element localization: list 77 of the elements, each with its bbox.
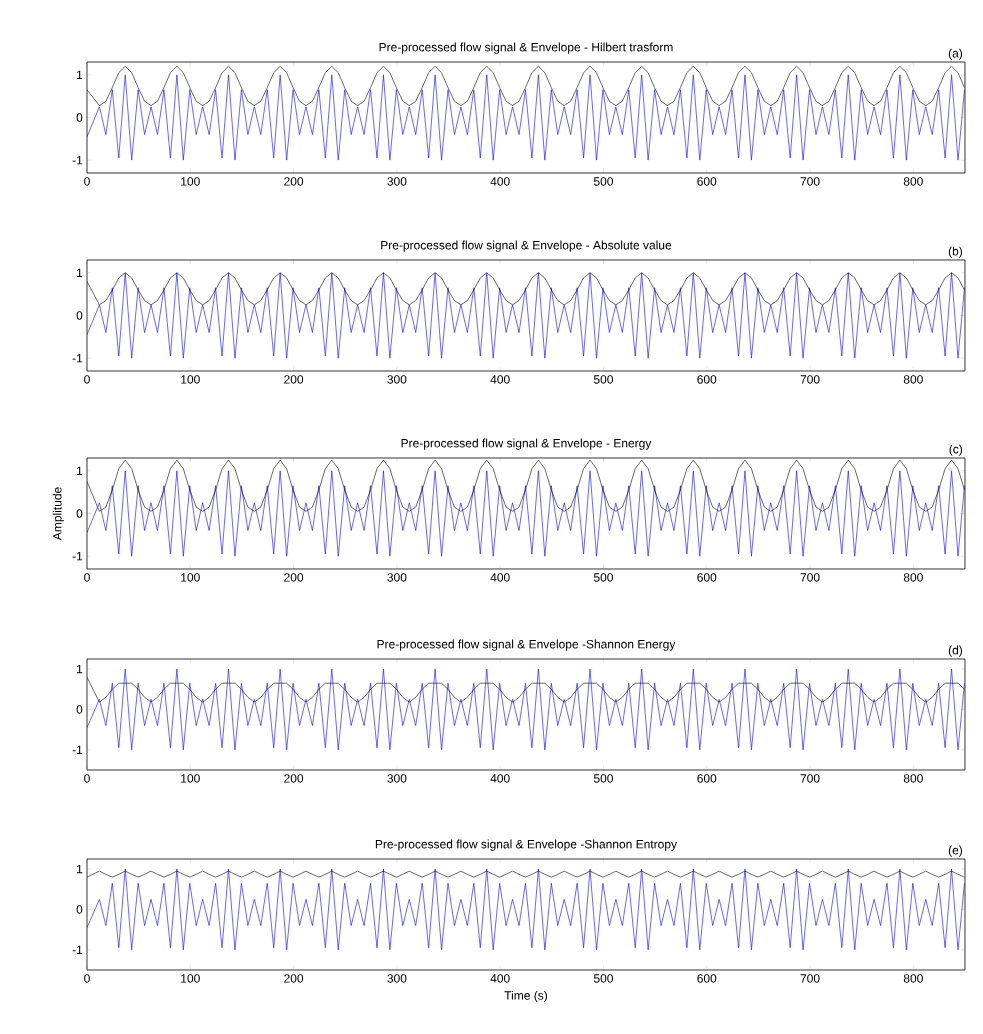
x-tick-label: 400 — [490, 974, 510, 983]
x-tick-label: 800 — [903, 573, 923, 582]
x-tick-label: 700 — [800, 375, 820, 384]
x-tick-label: 0 — [84, 774, 90, 783]
line-series — [87, 74, 965, 161]
line-series — [87, 868, 965, 951]
x-tick-label: 800 — [903, 177, 923, 186]
y-tick-label: 0 — [76, 311, 83, 320]
x-tick-label: 0 — [84, 974, 90, 983]
chart-title: Pre-processed flow signal & Envelope - Energy — [401, 438, 652, 450]
text: (e) — [948, 845, 963, 857]
y-tick-label: 1 — [77, 268, 83, 277]
line-series — [87, 470, 965, 557]
text: (d) — [948, 645, 963, 657]
x-tick-label: 300 — [387, 375, 407, 384]
x-tick-label: 700 — [800, 177, 820, 186]
chart-title: Pre-processed flow signal & Envelope -Shannon Entropy — [375, 839, 677, 851]
x-tick-label: 500 — [593, 774, 613, 783]
x-tick-label: 600 — [697, 974, 717, 983]
x-tick-label: 100 — [181, 774, 200, 783]
chart-title: Pre-processed flow signal & Envelope - Absolute value — [381, 240, 672, 252]
x-tick-label: 400 — [490, 573, 510, 582]
x-tick-label: 200 — [284, 375, 304, 384]
x-tick-label: 600 — [697, 177, 717, 186]
y-tick-label: 0 — [76, 509, 83, 518]
text: (b) — [948, 246, 963, 258]
y-tick-label: 1 — [77, 466, 83, 475]
chart-title: Pre-processed flow signal & Envelope - Hilbert trasform — [379, 42, 673, 54]
y-tick-label: 0 — [76, 705, 83, 714]
x-tick-label: 300 — [387, 774, 407, 783]
x-tick-label: 500 — [593, 974, 613, 983]
x-tick-label: 800 — [903, 774, 923, 783]
x-tick-label: 200 — [284, 974, 304, 983]
x-tick-label: 400 — [490, 375, 510, 384]
x-tick-label: 100 — [181, 573, 200, 582]
x-tick-label: 800 — [903, 375, 923, 384]
text: (a) — [948, 48, 963, 60]
text: (c) — [949, 444, 963, 456]
x-axis-title: Time (s) — [504, 990, 547, 1003]
x-tick-label: 500 — [593, 375, 613, 384]
y-tick-label: 1 — [77, 664, 83, 674]
x-tick-label: 700 — [800, 974, 820, 983]
x-tick-label: 800 — [903, 974, 923, 983]
y-tick-label: -1 — [72, 156, 83, 165]
x-tick-label: 0 — [84, 375, 90, 384]
chart-title: Pre-processed flow signal & Envelope -Shannon Energy — [377, 639, 676, 651]
y-tick-label: 1 — [77, 70, 83, 79]
x-tick-label: 500 — [593, 177, 613, 186]
x-tick-label: 200 — [284, 573, 304, 582]
x-tick-label: 700 — [800, 774, 820, 783]
y-axis-title: Amplitude — [52, 487, 64, 541]
x-tick-label: 400 — [490, 177, 510, 186]
x-tick-label: 600 — [697, 774, 717, 783]
y-tick-label: -1 — [72, 945, 83, 954]
x-tick-label: 200 — [284, 177, 304, 186]
x-tick-label: 600 — [697, 375, 717, 384]
x-tick-label: 100 — [181, 177, 200, 186]
line-series — [87, 272, 965, 359]
y-tick-label: -1 — [72, 354, 83, 363]
x-tick-label: 300 — [387, 573, 407, 582]
line-series — [87, 668, 965, 751]
x-tick-label: 300 — [387, 177, 407, 186]
y-tick-label: 1 — [77, 864, 83, 874]
x-tick-label: 100 — [181, 375, 200, 384]
y-tick-label: -1 — [72, 745, 83, 754]
y-tick-label: 0 — [76, 113, 83, 122]
x-tick-label: 600 — [697, 573, 717, 582]
x-tick-label: 0 — [84, 573, 90, 582]
x-tick-label: 0 — [84, 177, 90, 186]
x-tick-label: 400 — [490, 774, 510, 783]
x-tick-label: 300 — [387, 974, 407, 983]
y-tick-label: -1 — [72, 552, 83, 561]
x-tick-label: 500 — [593, 573, 613, 582]
x-tick-label: 200 — [284, 774, 304, 783]
y-tick-label: 0 — [76, 905, 83, 914]
x-tick-label: 100 — [181, 974, 200, 983]
x-tick-label: 700 — [800, 573, 820, 582]
